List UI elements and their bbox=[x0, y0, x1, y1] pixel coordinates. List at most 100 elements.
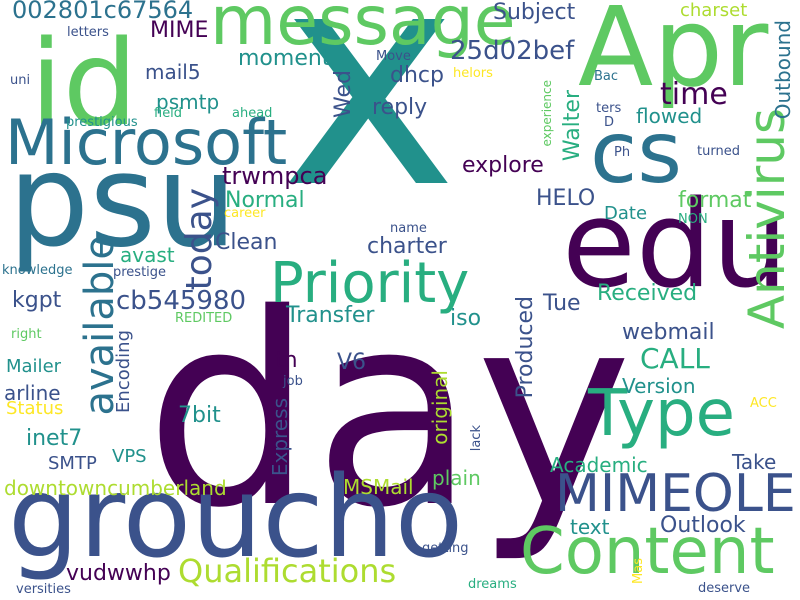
word: inet7 bbox=[26, 426, 83, 451]
word: plain bbox=[432, 466, 481, 490]
word: Mailer bbox=[6, 356, 62, 377]
word: letters bbox=[67, 25, 109, 40]
word: deserve bbox=[698, 581, 751, 596]
word: Express bbox=[268, 398, 292, 477]
word: psmtp bbox=[156, 90, 220, 114]
word: Microsoft bbox=[5, 106, 288, 179]
word: time bbox=[660, 77, 728, 112]
word: groucho bbox=[8, 453, 464, 583]
word: Antivirus bbox=[738, 108, 796, 330]
word: Transfer bbox=[286, 303, 375, 328]
word: flowed bbox=[636, 104, 703, 128]
word: iso bbox=[450, 306, 482, 331]
word: arline bbox=[4, 381, 61, 405]
word: avast bbox=[120, 243, 175, 267]
word: Type bbox=[588, 377, 735, 451]
word: dreams bbox=[468, 577, 517, 592]
word: MSMail bbox=[343, 475, 414, 499]
word: job bbox=[283, 374, 303, 389]
word: knowledge bbox=[2, 263, 73, 278]
word: D bbox=[604, 115, 615, 130]
word: turned bbox=[697, 144, 740, 159]
word: downtowncumberland bbox=[4, 476, 227, 500]
word: Ph bbox=[614, 145, 631, 160]
word: 25d02bef bbox=[450, 36, 575, 66]
word: Received bbox=[597, 281, 698, 306]
word: moment bbox=[238, 46, 331, 71]
word: field bbox=[154, 106, 183, 121]
word: Clean bbox=[215, 230, 278, 255]
word: format bbox=[678, 188, 752, 213]
word: Outlook bbox=[660, 513, 746, 538]
word: tn bbox=[275, 348, 298, 373]
word: versities bbox=[16, 582, 71, 597]
word: career bbox=[224, 206, 266, 221]
word: MIME bbox=[150, 18, 209, 43]
word: id bbox=[30, 14, 138, 152]
word: SMTP bbox=[48, 453, 97, 474]
word: Mas bbox=[631, 558, 646, 584]
word: text bbox=[570, 515, 610, 539]
word: Wed bbox=[331, 70, 356, 118]
word: trwmpca bbox=[222, 162, 328, 190]
word: day bbox=[145, 258, 633, 566]
word: cb545980 bbox=[116, 286, 247, 316]
word: today bbox=[179, 188, 220, 291]
word: edu bbox=[562, 176, 789, 315]
word: charter bbox=[367, 234, 447, 259]
word: MIMEOLE bbox=[555, 464, 796, 524]
word: dhcp bbox=[390, 63, 444, 88]
word: getting bbox=[422, 541, 469, 556]
word: Apr bbox=[578, 0, 769, 111]
word: REDITED bbox=[175, 311, 233, 326]
word: Outbound bbox=[771, 20, 795, 120]
word: experience bbox=[540, 80, 554, 147]
word: Status bbox=[6, 398, 64, 419]
word: reply bbox=[372, 95, 428, 120]
word: right bbox=[11, 327, 42, 342]
word: original bbox=[428, 370, 452, 445]
word: x bbox=[280, 0, 458, 254]
word: psu bbox=[8, 127, 238, 276]
word: Bac bbox=[594, 69, 619, 84]
word: Tue bbox=[543, 291, 581, 316]
word: vudwwhp bbox=[66, 561, 171, 586]
word: explore bbox=[462, 153, 544, 178]
word: message bbox=[210, 0, 516, 61]
word: Move bbox=[376, 49, 411, 64]
word: Subject bbox=[493, 0, 576, 25]
word: Produced bbox=[513, 296, 538, 399]
word: name bbox=[390, 221, 427, 236]
word: uni bbox=[10, 73, 31, 88]
word: 002801c67564 bbox=[12, 0, 194, 24]
word: webmail bbox=[622, 320, 715, 345]
word: charset bbox=[680, 0, 748, 21]
word: Academic bbox=[550, 453, 648, 477]
word: V6 bbox=[337, 350, 367, 375]
word: helors bbox=[453, 66, 493, 81]
word: lack bbox=[469, 425, 484, 452]
word: kgpt bbox=[12, 288, 62, 313]
word: Take bbox=[732, 450, 777, 474]
word: VPS bbox=[112, 446, 147, 467]
word: Qualifications bbox=[178, 552, 397, 590]
word: Walter bbox=[560, 90, 585, 162]
word: Normal bbox=[225, 188, 305, 213]
word: Version bbox=[622, 374, 696, 398]
word: Date bbox=[604, 203, 648, 224]
word: mail5 bbox=[145, 60, 201, 84]
word: prestigious bbox=[66, 115, 138, 130]
word: cs bbox=[590, 103, 683, 203]
word: Content bbox=[520, 515, 775, 589]
word: ahead bbox=[232, 106, 273, 121]
word: HELO bbox=[536, 186, 596, 211]
word: Priority bbox=[270, 251, 470, 316]
word: Encoding bbox=[113, 330, 134, 413]
word: 7bit bbox=[178, 403, 221, 428]
word: prestige bbox=[113, 265, 167, 280]
word: CALL bbox=[640, 342, 710, 375]
word: ACC bbox=[750, 396, 777, 411]
word: ters bbox=[596, 101, 622, 116]
word: NON bbox=[678, 212, 708, 227]
